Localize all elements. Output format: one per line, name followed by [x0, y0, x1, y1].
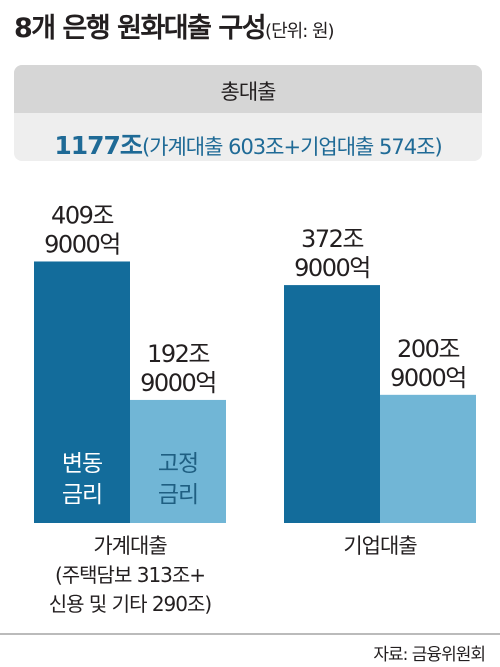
- inner-label-2-line2: 금리: [158, 482, 198, 508]
- total-value: 1177조(가계대출 603조+기업대출 574조): [14, 126, 482, 161]
- unit-label: (단위: 원): [265, 21, 335, 42]
- chart-title: 8개 은행 원화대출 구성(단위: 원): [14, 6, 335, 45]
- total-loans-box: 총대출 1177조(가계대출 603조+기업대출 574조): [14, 65, 482, 161]
- value-label-2-1-line2: 9000억: [294, 254, 370, 282]
- category-label-2: 기업대출: [343, 534, 417, 558]
- total-amount: 1177조: [54, 131, 143, 160]
- category-note-line2: 신용 및 기타 290조): [49, 592, 212, 616]
- total-breakdown: (가계대출 603조+기업대출 574조): [141, 135, 443, 159]
- title-text: 8개 은행 원화대출 구성: [14, 13, 267, 44]
- source-label: 자료: 금융위원회: [373, 645, 485, 665]
- inner-label-2-line1: 고정: [158, 451, 198, 477]
- bar-1-2: [130, 399, 226, 523]
- inner-label-1-line1: 변동: [62, 451, 102, 477]
- value-label-2-1-line1: 372조: [301, 225, 363, 253]
- category-label-1: 가계대출: [93, 534, 167, 558]
- value-label-2-2-line1: 200조: [397, 335, 459, 363]
- value-label-1-1-line1: 409조: [51, 201, 113, 229]
- category-note-line1: (주택담보 313조+: [55, 563, 205, 587]
- bar-1-1: [34, 261, 130, 523]
- bar-2-2: [380, 394, 476, 523]
- value-label-1-2-line2: 9000억: [140, 369, 216, 397]
- total-label: 총대출: [220, 80, 277, 104]
- value-label-1-1-line2: 9000억: [44, 230, 120, 258]
- bar-2-1: [284, 285, 380, 523]
- value-label-1-2-line1: 192조: [147, 340, 209, 368]
- total-header: [14, 65, 482, 113]
- inner-label-1-line2: 금리: [62, 482, 102, 508]
- value-label-2-2-line2: 9000억: [390, 364, 466, 392]
